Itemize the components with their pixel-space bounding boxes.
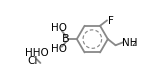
Text: 2: 2	[132, 41, 136, 47]
Text: HO: HO	[51, 23, 67, 33]
Text: Cl: Cl	[28, 56, 38, 66]
Text: HO: HO	[51, 44, 67, 54]
Text: F: F	[108, 16, 114, 26]
Text: B: B	[62, 34, 69, 44]
Text: HHO: HHO	[25, 48, 49, 58]
Text: NH: NH	[122, 38, 137, 48]
